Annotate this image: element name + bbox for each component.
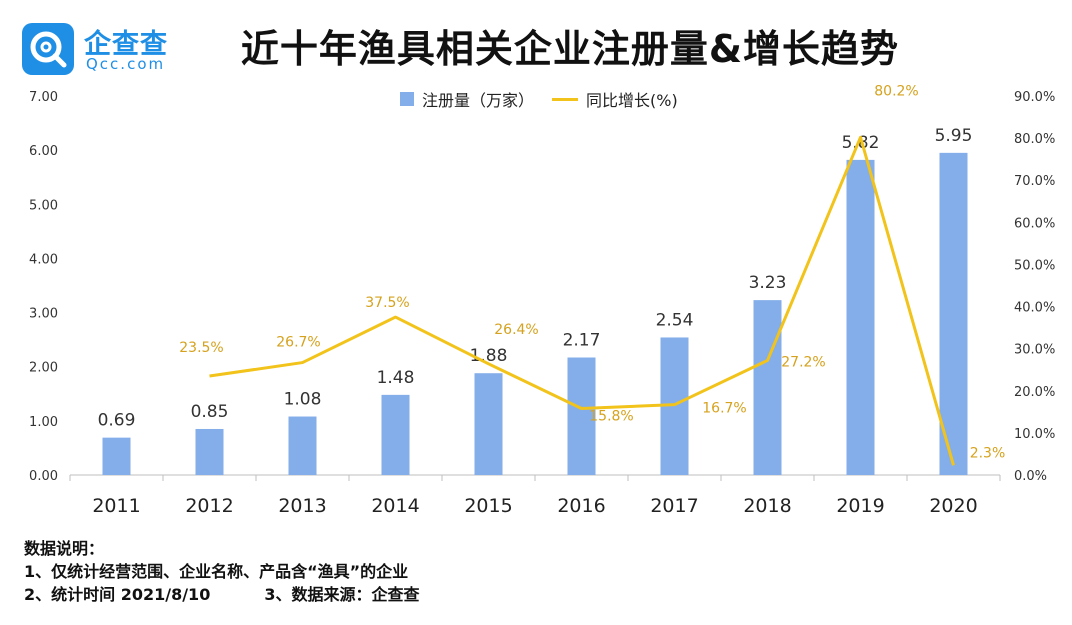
x-axis: 2011 2012 2013 2014 2015 2016 2017 2018 2019 2020 xyxy=(69,474,1001,517)
bar-2018 xyxy=(753,300,782,475)
x-axis-tick-label: 2017 xyxy=(650,495,698,517)
legend-bar-label: 注册量（万家） xyxy=(422,91,535,110)
bar-value-label: 0.85 xyxy=(191,402,229,422)
x-axis-tick-label: 2019 xyxy=(836,495,884,517)
bar-2019 xyxy=(846,159,875,476)
left-axis-tick-label: 0.00 xyxy=(29,469,58,484)
legend-item-bar: 注册量（万家） xyxy=(400,87,534,111)
chart-legend: 注册量（万家） 同比增长(%) xyxy=(400,88,696,110)
data-notes: 数据说明： 1、仅统计经营范围、企业名称、产品含“渔具”的企业 2、统计时间 2… xyxy=(24,537,419,606)
left-axis-tick-label: 2.00 xyxy=(29,361,58,376)
growth-value-label: 37.5% xyxy=(365,295,409,311)
growth-value-label: 23.5% xyxy=(179,340,223,356)
left-axis-tick-label: 1.00 xyxy=(29,415,58,430)
legend-line-swatch xyxy=(552,97,579,101)
right-axis-tick-label: 30.0% xyxy=(1014,343,1055,358)
bar-data-labels: 0.69 0.85 1.08 1.48 1.88 2.17 2.54 3.23 5.82 5.95 xyxy=(98,126,973,431)
brand-logo-icon xyxy=(22,23,74,75)
bar-series xyxy=(102,152,968,476)
legend-line-label: 同比增长(%) xyxy=(586,91,678,110)
bar-2013 xyxy=(288,416,317,475)
bar-value-label: 1.88 xyxy=(470,346,508,366)
x-axis-tick-label: 2014 xyxy=(371,495,419,517)
x-axis-tick-label: 2013 xyxy=(278,495,326,517)
notes-line-2: 2、统计时间 2021/8/10 3、数据来源：企查查 xyxy=(24,583,419,606)
growth-value-label: 16.7% xyxy=(702,401,746,417)
bar-value-label: 3.23 xyxy=(749,273,787,293)
notes-line-2a: 2、统计时间 2021/8/10 xyxy=(24,585,211,604)
line-series xyxy=(209,135,955,466)
bar-value-label: 5.82 xyxy=(842,133,880,153)
brand-logo: 企查查 Qcc.com xyxy=(22,20,182,76)
x-axis-tick-label: 2018 xyxy=(743,495,791,517)
growth-value-label: 2.3% xyxy=(970,445,1006,461)
left-axis-tick-label: 4.00 xyxy=(29,252,58,267)
brand-domain: Qcc.com xyxy=(86,55,166,73)
chart-title: 近十年渔具相关企业注册量&增长趋势 xyxy=(240,27,900,71)
bar-value-label: 2.54 xyxy=(656,310,694,330)
x-axis-tick-label: 2011 xyxy=(92,495,140,517)
x-axis-tick-label: 2016 xyxy=(557,495,605,517)
bar-value-label: 1.08 xyxy=(284,390,322,410)
x-axis-tick-label: 2012 xyxy=(185,495,233,517)
legend-item-line: 同比增长(%) xyxy=(552,87,678,111)
bar-2012 xyxy=(195,428,224,475)
growth-value-label: 26.4% xyxy=(494,322,538,338)
left-axis-tick-label: 6.00 xyxy=(29,144,58,159)
growth-value-label: 80.2% xyxy=(874,83,918,99)
growth-value-label: 15.8% xyxy=(589,408,633,424)
left-axis: 0.00 1.00 2.00 3.00 4.00 5.00 6.00 7.00 xyxy=(29,90,58,484)
notes-heading: 数据说明： xyxy=(24,539,105,558)
left-axis-tick-label: 5.00 xyxy=(29,198,58,213)
growth-value-label: 26.7% xyxy=(276,335,320,351)
bar-2020 xyxy=(939,152,968,475)
bar-value-label: 5.95 xyxy=(935,126,973,146)
right-axis-tick-label: 70.0% xyxy=(1014,174,1055,189)
x-axis-tick-label: 2020 xyxy=(929,495,977,517)
right-axis-tick-label: 90.0% xyxy=(1014,90,1055,105)
growth-value-label: 27.2% xyxy=(781,354,825,370)
right-axis-tick-label: 20.0% xyxy=(1014,385,1055,400)
right-axis-tick-label: 40.0% xyxy=(1014,301,1055,316)
brand-name: 企查查 xyxy=(84,29,168,60)
bar-value-label: 1.48 xyxy=(377,368,415,388)
bar-2016 xyxy=(567,357,596,475)
right-axis-tick-label: 50.0% xyxy=(1014,258,1055,273)
right-axis: 0.0% 10.0% 20.0% 30.0% 40.0% 50.0% 60.0% 70.0% 8… xyxy=(1014,90,1055,484)
notes-line-2b: 3、数据来源：企查查 xyxy=(264,585,420,604)
x-axis-tick-label: 2015 xyxy=(464,495,512,517)
right-axis-tick-label: 10.0% xyxy=(1014,427,1055,442)
legend-bar-swatch xyxy=(400,92,414,106)
notes-line-1: 1、仅统计经营范围、企业名称、产品含“渔具”的企业 xyxy=(24,562,409,581)
bar-2011 xyxy=(102,437,131,475)
bar-2014 xyxy=(381,394,410,475)
line-data-labels: 23.5% 26.7% 37.5% 26.4% 15.8% 16.7% 27.2% 80.2%… xyxy=(179,83,1005,461)
bar-value-label: 2.17 xyxy=(563,331,601,351)
right-axis-tick-label: 60.0% xyxy=(1014,216,1055,231)
right-axis-tick-label: 80.0% xyxy=(1014,132,1055,147)
left-axis-tick-label: 3.00 xyxy=(29,307,58,322)
right-axis-tick-label: 0.0% xyxy=(1014,469,1047,484)
bar-2015 xyxy=(474,373,503,475)
bar-value-label: 0.69 xyxy=(98,411,136,431)
left-axis-tick-label: 7.00 xyxy=(29,90,58,105)
